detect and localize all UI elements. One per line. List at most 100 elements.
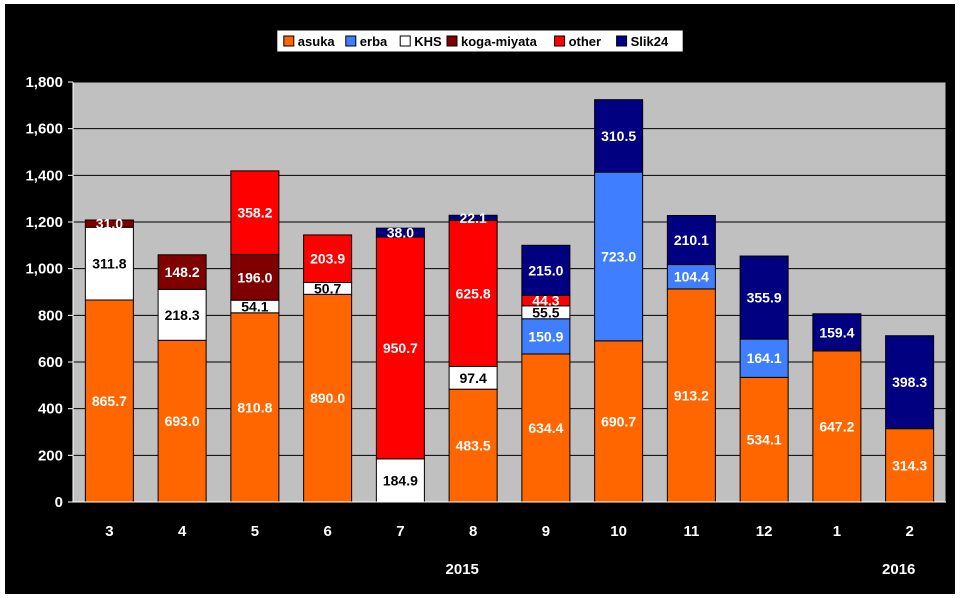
bar-segment [594, 99, 644, 173]
data-label: 634.4 [528, 420, 563, 436]
data-label: 150.9 [528, 328, 563, 344]
y-tick-label: 800 [38, 307, 63, 324]
plot-area [72, 81, 947, 503]
data-label: 210.1 [674, 232, 709, 248]
bar-segment [521, 318, 571, 355]
stacked-bar-chart: asuka erba KHS koga-miyata other Slik24 865.7… [25, 29, 947, 578]
legend-label: koga-miyata [461, 34, 538, 49]
bar-segment [448, 219, 498, 367]
data-label: 148.2 [165, 264, 200, 280]
x-tick-label: 11 [683, 523, 699, 540]
x-tick-label: 3 [105, 523, 113, 540]
bar-segment [303, 234, 353, 284]
data-label: 203.9 [310, 251, 345, 267]
legend-label: other [569, 34, 602, 49]
legend-box [276, 29, 684, 53]
data-label: 723.0 [601, 248, 636, 264]
legend-label: KHS [414, 34, 442, 49]
bar-segment [448, 214, 498, 221]
data-label: 483.5 [456, 438, 491, 454]
legend-swatch [446, 35, 458, 47]
y-tick-label: 1,600 [25, 121, 63, 138]
data-label: 913.2 [674, 387, 709, 403]
x-tick-label: 7 [396, 523, 404, 540]
data-label: 38.0 [387, 225, 414, 241]
data-label: 22.1 [460, 210, 487, 226]
data-label: 810.8 [237, 399, 272, 415]
legend-swatch [399, 35, 411, 47]
chart-frame: asuka erba KHS koga-miyata other Slik24 865.7… [5, 4, 955, 594]
y-tick-label: 1,400 [25, 167, 63, 184]
y-tick-label: 0 [55, 494, 63, 511]
data-label: 54.1 [241, 299, 268, 315]
data-label: 97.4 [460, 370, 487, 386]
x-tick-label: 9 [542, 523, 550, 540]
data-label: 865.7 [92, 393, 127, 409]
bar-segment [885, 335, 935, 430]
data-label: 31.0 [96, 216, 123, 232]
x-axis: 3 4 5 6 7 8 9 10 11 12 1 2 [73, 501, 946, 540]
data-label: 104.4 [674, 269, 709, 285]
bar-segment [594, 340, 644, 503]
data-label: 358.2 [237, 205, 272, 221]
y-tick-label: 600 [38, 354, 63, 371]
year-label: 2016 [882, 561, 915, 578]
bar-segment [666, 288, 716, 503]
data-label: 314.3 [892, 457, 927, 473]
y-tick-label: 1,800 [25, 74, 63, 91]
gridlines [73, 128, 946, 456]
y-tick-label: 1,200 [25, 214, 63, 231]
bar-segment [157, 288, 207, 341]
data-label: 311.8 [92, 256, 126, 272]
bar-segment [448, 388, 498, 503]
data-label: 625.8 [456, 285, 491, 301]
data-label: 184.9 [383, 472, 418, 488]
x-tick-label: 12 [756, 523, 773, 540]
data-label: 215.0 [528, 262, 563, 278]
data-label: 55.5 [532, 304, 559, 320]
bar-segment [157, 254, 207, 290]
bar-segment [230, 170, 280, 255]
data-label: 690.7 [601, 413, 636, 429]
bar-segment [885, 428, 935, 503]
data-label: 890.0 [310, 390, 345, 406]
data-label: 164.1 [747, 350, 782, 366]
legend: asuka erba KHS koga-miyata other Slik24 [276, 29, 684, 53]
bar-segment [157, 339, 207, 503]
bar-segment [666, 215, 716, 266]
legend-swatch [283, 35, 295, 47]
bar-segment [521, 244, 571, 296]
legend-label: asuka [298, 34, 336, 49]
bar-segment [739, 376, 789, 503]
x-tick-label: 1 [833, 523, 841, 540]
data-label: 398.3 [892, 374, 927, 390]
bar-segment [594, 171, 644, 342]
data-label: 196.0 [237, 269, 272, 285]
bar-segment [84, 299, 134, 503]
bar-segment [303, 293, 353, 503]
legend-swatch [554, 35, 566, 47]
data-label: 310.5 [601, 128, 636, 144]
legend-swatch [616, 35, 628, 47]
bar-segment [666, 264, 716, 290]
data-label: 950.7 [383, 340, 418, 356]
y-tick-label: 200 [38, 447, 63, 464]
legend-swatch [345, 35, 357, 47]
data-label: 159.4 [819, 324, 854, 340]
year-label: 2015 [446, 561, 479, 578]
x-tick-label: 5 [251, 523, 259, 540]
year-labels: 2015 2016 [446, 561, 916, 578]
bar-segment [739, 338, 789, 378]
bar-segment [84, 226, 134, 301]
bar-segment [375, 227, 425, 238]
x-tick-label: 2 [905, 523, 913, 540]
bars: 865.7 311.8 31.0 693.0 218.3 148.2 810.8 54.1 19… [84, 99, 935, 503]
bar-segment [521, 353, 571, 503]
x-tick-label: 10 [610, 523, 627, 540]
bar-segment [375, 236, 425, 460]
legend-label: Slik24 [631, 34, 669, 49]
data-label: 647.2 [819, 418, 854, 434]
data-label: 693.0 [165, 413, 200, 429]
bar-segment [812, 350, 862, 503]
data-label: 534.1 [747, 432, 782, 448]
